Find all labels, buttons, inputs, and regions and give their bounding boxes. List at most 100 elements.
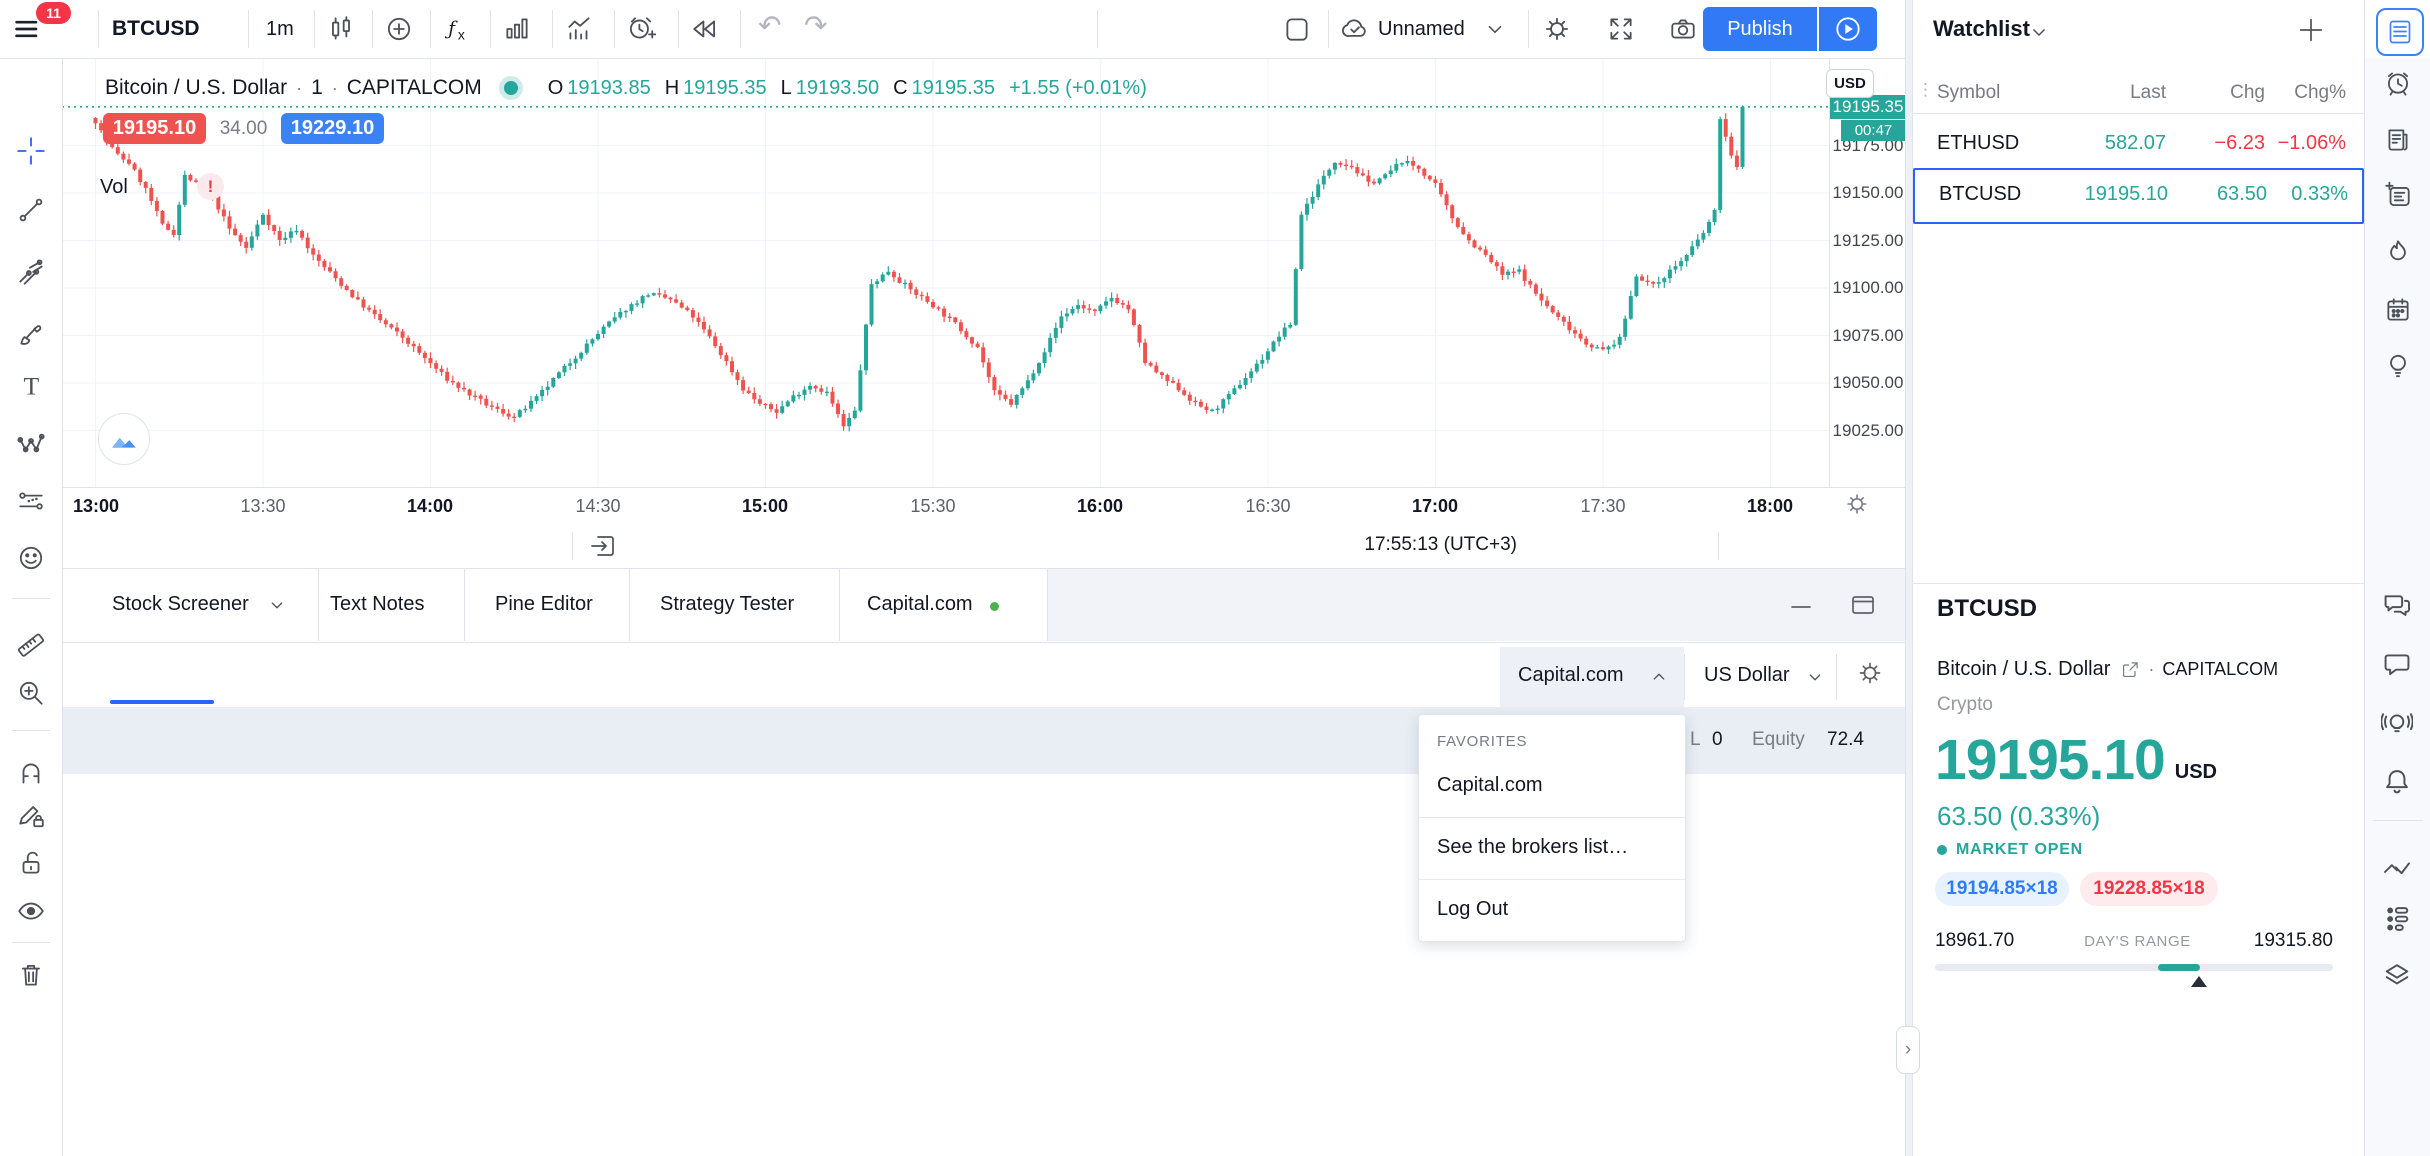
rail-private-chat-button[interactable]	[2381, 648, 2413, 680]
trend-line-tool-button[interactable]	[16, 195, 46, 225]
watchlist-col-symbol[interactable]: Symbol	[1937, 82, 2001, 103]
time-tick-label: 14:30	[575, 496, 621, 516]
remove-drawings-button[interactable]	[16, 960, 46, 990]
ruler-tool-button[interactable]	[16, 628, 46, 658]
rail-order-panel-button[interactable]	[2381, 903, 2413, 935]
tab-text-notes[interactable]: Text Notes	[330, 593, 425, 615]
menu-item-capitalcom[interactable]: Capital.com	[1437, 774, 1543, 796]
chart-watermark-button[interactable]	[98, 413, 150, 465]
volume-warning-icon[interactable]: !	[197, 173, 224, 200]
rail-news-button[interactable]	[2383, 125, 2413, 155]
eye-icon	[18, 902, 44, 920]
watchlist-col-chgpct[interactable]: Chg%	[2294, 82, 2346, 103]
trading-settings-button[interactable]	[1856, 659, 1884, 687]
currency-badge[interactable]: USD	[1826, 69, 1874, 98]
lock-all-tool-button[interactable]	[16, 848, 46, 878]
interval-button[interactable]: 1m	[266, 18, 294, 40]
watchlist-add-button[interactable]	[2295, 14, 2327, 46]
calendar-icon	[2387, 298, 2409, 321]
hamburger-menu-button[interactable]	[12, 13, 44, 45]
goto-date-button[interactable]	[590, 532, 618, 560]
legend-symbol-label[interactable]: Bitcoin / U.S. Dollar	[105, 76, 288, 99]
rail-calendar-button[interactable]	[2383, 295, 2413, 325]
replay-button[interactable]	[690, 14, 720, 44]
watchlist-row-ethusd[interactable]: ETHUSD 582.07 −6.23 −1.06%	[1911, 118, 2364, 168]
crosshair-tool-button[interactable]	[16, 136, 46, 166]
detail-symbol-title[interactable]: BTCUSD	[1937, 595, 2037, 622]
tab-capitalcom[interactable]: Capital.com	[867, 593, 973, 615]
watchlist-chevron-icon[interactable]	[2027, 20, 2051, 44]
publish-play-button[interactable]	[1819, 7, 1877, 51]
day-range-marker-icon	[2191, 976, 2207, 987]
menu-item-brokers-list[interactable]: See the brokers list…	[1419, 817, 1685, 879]
magnet-tool-button[interactable]	[16, 758, 46, 788]
sell-bid-button[interactable]: 19195.10	[103, 113, 206, 144]
redo-button[interactable]: ↷	[804, 10, 827, 42]
external-link-icon[interactable]	[2120, 660, 2140, 680]
alert-button[interactable]	[626, 14, 656, 44]
fullscreen-button[interactable]	[1606, 14, 1636, 44]
tab-pine-editor[interactable]: Pine Editor	[495, 593, 593, 615]
session-clock-label[interactable]: 17:55:13 (UTC+3)	[1364, 534, 1517, 555]
text-tool-button[interactable]: T	[16, 371, 46, 401]
layout-icon	[1286, 18, 1308, 41]
equity-label: Equity	[1752, 729, 1805, 750]
undo-button[interactable]: ↶	[758, 10, 781, 42]
watchlist-col-last[interactable]: Last	[2130, 82, 2166, 103]
templates-button[interactable]	[502, 14, 532, 44]
rail-watchlist-button[interactable]	[2376, 8, 2424, 56]
watchlist-title[interactable]: Watchlist	[1933, 16, 2030, 41]
watchlist-row-btcusd-selected[interactable]: BTCUSD 19195.10 63.50 0.33%	[1913, 168, 2364, 224]
rail-streams-button[interactable]	[2381, 708, 2413, 740]
volume-indicator-label[interactable]: Vol	[100, 176, 128, 198]
rail-ideas-button[interactable]	[2383, 351, 2413, 381]
pitchfork-tool-button[interactable]	[16, 258, 46, 288]
rail-object-tree-button[interactable]	[2381, 960, 2413, 992]
rail-dom-button[interactable]	[2381, 852, 2413, 884]
panel-collapse-handle[interactable]: ›	[1896, 1026, 1920, 1074]
layout-name-label[interactable]: Unnamed	[1378, 18, 1465, 40]
cloud-save-button[interactable]	[1340, 15, 1370, 45]
chart-settings-button[interactable]	[1542, 14, 1572, 44]
ask-size-pill[interactable]: 19228.85×18	[2080, 872, 2218, 906]
publish-button[interactable]: Publish	[1703, 7, 1817, 51]
xabcd-tool-button[interactable]	[16, 427, 46, 457]
rail-public-chat-button[interactable]	[2381, 590, 2413, 622]
watchlist-col-chg[interactable]: Chg	[2230, 82, 2265, 103]
time-axis[interactable]: 13:00 13:30 14:00 14:30 15:00 15:30 16:00 16:30…	[62, 487, 1905, 522]
data-status-dot-icon[interactable]	[503, 81, 518, 96]
watchlist-drag-handle[interactable]: ⋮	[1917, 80, 1934, 99]
time-axis-settings-button[interactable]	[1844, 491, 1870, 517]
snapshot-button[interactable]	[1668, 14, 1698, 44]
stock-screener-chevron-icon[interactable]	[266, 594, 288, 616]
replay-icon	[693, 20, 716, 38]
tab-strategy-tester[interactable]: Strategy Tester	[660, 593, 795, 615]
broker-menu-button[interactable]: Capital.com	[1500, 647, 1684, 707]
rail-hotlist-button[interactable]	[2383, 237, 2413, 267]
drawing-lock-tool-button[interactable]	[16, 800, 46, 830]
rail-notifications-button[interactable]	[2381, 766, 2413, 798]
panel-resize-divider[interactable]	[1905, 0, 1913, 1156]
bid-size-pill[interactable]: 19194.85×18	[1935, 872, 2069, 906]
brush-tool-button[interactable]	[16, 321, 46, 351]
currency-menu-button[interactable]: US Dollar	[1692, 647, 1836, 707]
layout-chevron-button[interactable]	[1482, 16, 1508, 42]
symbol-search-button[interactable]: BTCUSD	[112, 17, 200, 40]
tab-stock-screener[interactable]: Stock Screener	[112, 593, 249, 615]
rail-alerts-button[interactable]	[2383, 67, 2413, 97]
hide-drawings-button[interactable]	[16, 895, 46, 925]
compare-button[interactable]	[384, 14, 414, 44]
menu-item-log-out[interactable]: Log Out	[1419, 879, 1685, 941]
zoom-in-tool-button[interactable]	[16, 678, 46, 708]
forecast-tool-button[interactable]	[16, 486, 46, 516]
layout-button[interactable]	[1282, 14, 1312, 44]
panel-maximize-button[interactable]	[1849, 591, 1877, 619]
rail-data-window-button[interactable]	[2383, 181, 2413, 211]
goto-date-icon	[591, 536, 614, 556]
buy-ask-button[interactable]: 19229.10	[281, 113, 384, 144]
chart-style-button[interactable]	[326, 14, 356, 44]
metrics-button[interactable]	[564, 14, 594, 44]
panel-minimize-button[interactable]	[1787, 591, 1815, 619]
emoji-tool-button[interactable]	[16, 543, 46, 573]
